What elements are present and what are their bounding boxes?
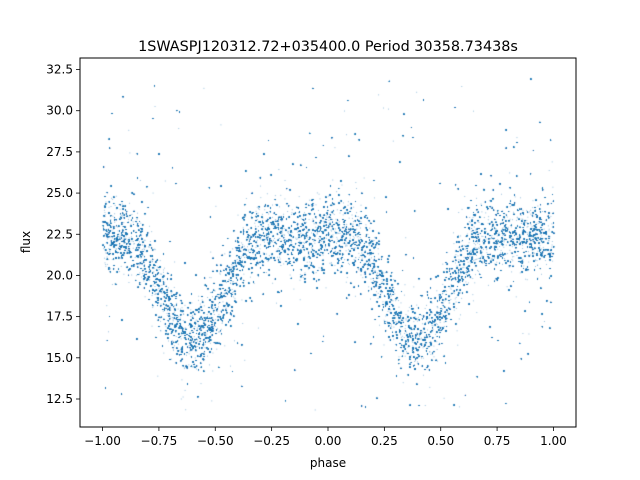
y-axis-label: flux [19, 231, 33, 253]
x-tick-label: 0.25 [371, 434, 398, 448]
x-tick-label: −0.50 [197, 434, 234, 448]
y-axis: 12.5 15.0 17.5 20.0 22.5 25.0 27.5 30.0 32.5 [46, 63, 80, 406]
x-tick-label: 0.50 [427, 434, 454, 448]
y-tick-label: 32.5 [46, 63, 73, 77]
y-tick-label: 12.5 [46, 392, 73, 406]
x-tick-label: 0.75 [484, 434, 511, 448]
y-tick-label: 22.5 [46, 227, 73, 241]
x-axis: −1.00 −0.75 −0.50 −0.25 0.00 0.25 0.50 0.75 1.00 [84, 427, 567, 448]
chart-title: 1SWASPJ120312.72+035400.0 Period 30358.7… [138, 39, 518, 55]
x-tick-label: −0.75 [141, 434, 178, 448]
x-tick-label: −0.25 [253, 434, 290, 448]
y-tick-label: 30.0 [46, 104, 73, 118]
scatter-points-layer [80, 58, 576, 427]
data-points [80, 58, 576, 427]
x-tick-label: 1.00 [540, 434, 567, 448]
x-axis-label: phase [310, 456, 346, 470]
x-tick-label: −1.00 [84, 434, 121, 448]
y-tick-label: 15.0 [46, 351, 73, 365]
x-tick-label: 0.00 [315, 434, 342, 448]
y-tick-label: 17.5 [46, 310, 73, 324]
y-tick-label: 25.0 [46, 186, 73, 200]
y-tick-label: 20.0 [46, 268, 73, 282]
y-tick-label: 27.5 [46, 145, 73, 159]
